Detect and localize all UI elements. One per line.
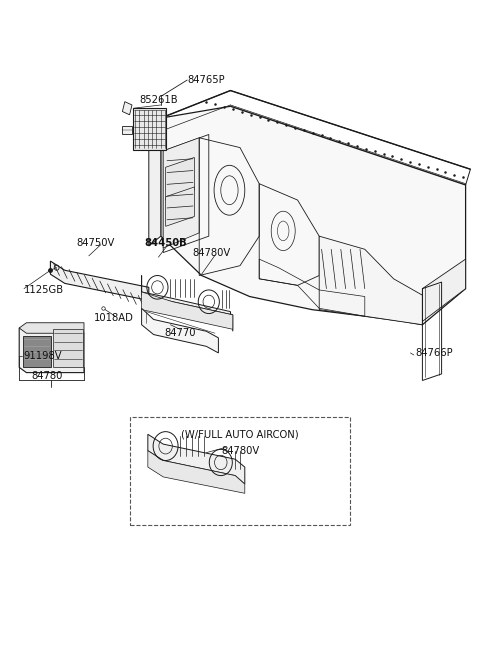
Polygon shape xyxy=(142,308,218,353)
Text: 84780: 84780 xyxy=(31,371,62,381)
Polygon shape xyxy=(149,118,161,246)
Bar xyxy=(23,336,51,367)
Text: 1018AD: 1018AD xyxy=(94,312,133,323)
Text: 84750V: 84750V xyxy=(77,237,115,248)
Text: 84766P: 84766P xyxy=(415,348,453,358)
Text: 84450B: 84450B xyxy=(144,237,187,248)
Text: 91198V: 91198V xyxy=(23,351,61,361)
Polygon shape xyxy=(19,328,84,373)
Bar xyxy=(130,417,350,525)
Text: 84780V: 84780V xyxy=(221,445,259,456)
Text: 85261B: 85261B xyxy=(139,95,178,106)
Polygon shape xyxy=(163,138,199,248)
Text: 84770: 84770 xyxy=(164,328,196,338)
Polygon shape xyxy=(166,187,194,226)
Polygon shape xyxy=(53,329,83,367)
Polygon shape xyxy=(166,157,194,200)
Polygon shape xyxy=(422,259,466,321)
Polygon shape xyxy=(319,236,422,325)
Polygon shape xyxy=(50,261,149,300)
Polygon shape xyxy=(133,108,166,150)
Polygon shape xyxy=(142,276,233,331)
Polygon shape xyxy=(148,451,245,493)
Polygon shape xyxy=(148,434,245,484)
Polygon shape xyxy=(161,106,466,325)
Text: 1125GB: 1125GB xyxy=(24,285,64,295)
Polygon shape xyxy=(122,126,132,134)
Polygon shape xyxy=(122,102,132,115)
Polygon shape xyxy=(142,292,233,329)
Text: 84765P: 84765P xyxy=(187,75,225,85)
Text: 84780V: 84780V xyxy=(192,248,230,258)
Text: (W/FULL AUTO AIRCON): (W/FULL AUTO AIRCON) xyxy=(181,429,299,440)
Polygon shape xyxy=(19,323,84,333)
